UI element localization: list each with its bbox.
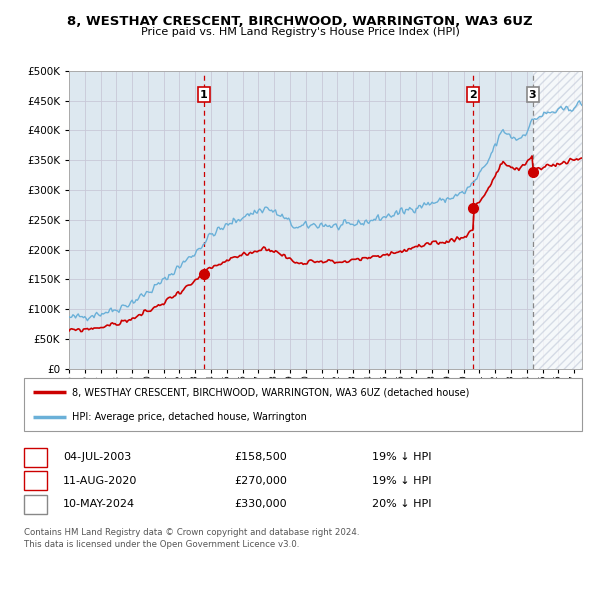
Text: 1: 1 [31,451,40,464]
Text: 8, WESTHAY CRESCENT, BIRCHWOOD, WARRINGTON, WA3 6UZ: 8, WESTHAY CRESCENT, BIRCHWOOD, WARRINGT… [67,15,533,28]
Text: 04-JUL-2003: 04-JUL-2003 [63,453,131,462]
Text: £330,000: £330,000 [234,500,287,509]
Bar [533,71,582,369]
Text: 11-AUG-2020: 11-AUG-2020 [63,476,137,486]
Text: Price paid vs. HM Land Registry's House Price Index (HPI): Price paid vs. HM Land Registry's House … [140,27,460,37]
Text: 3: 3 [31,498,40,511]
Text: 2: 2 [470,90,477,100]
Text: 19% ↓ HPI: 19% ↓ HPI [372,453,431,462]
Text: 8, WESTHAY CRESCENT, BIRCHWOOD, WARRINGTON, WA3 6UZ (detached house): 8, WESTHAY CRESCENT, BIRCHWOOD, WARRINGT… [72,388,469,398]
Text: HPI: Average price, detached house, Warrington: HPI: Average price, detached house, Warr… [72,412,307,422]
Text: £270,000: £270,000 [234,476,287,486]
Text: £158,500: £158,500 [234,453,287,462]
Text: 10-MAY-2024: 10-MAY-2024 [63,500,135,509]
Text: Contains HM Land Registry data © Crown copyright and database right 2024.: Contains HM Land Registry data © Crown c… [24,528,359,537]
Text: 20% ↓ HPI: 20% ↓ HPI [372,500,431,509]
Text: This data is licensed under the Open Government Licence v3.0.: This data is licensed under the Open Gov… [24,540,299,549]
Text: 2: 2 [31,474,40,487]
Text: 3: 3 [529,90,536,100]
Text: 19% ↓ HPI: 19% ↓ HPI [372,476,431,486]
Text: 1: 1 [200,90,208,100]
